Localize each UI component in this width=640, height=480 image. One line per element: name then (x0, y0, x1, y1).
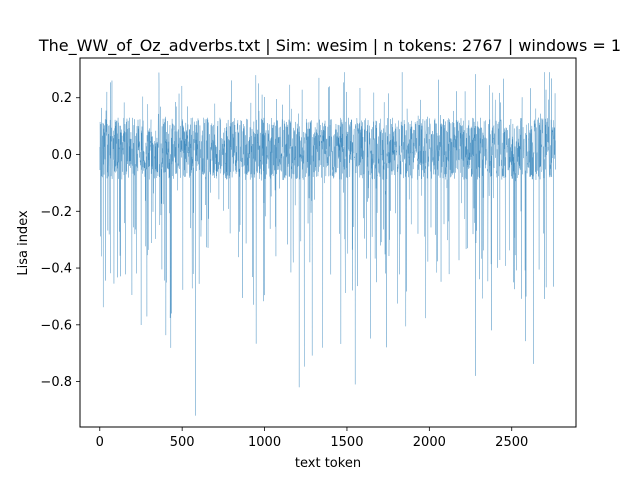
x-tick-label: 1000 (248, 435, 281, 450)
series-line (99, 72, 556, 416)
x-axis-label: text token (295, 456, 361, 471)
y-tick-label: −0.6 (40, 318, 72, 333)
series-lisa-index (99, 72, 556, 416)
y-axis: 0.2 0.0 −0.2 −0.4 −0.6 −0.8 (40, 91, 80, 390)
x-axis: 0 500 1000 1500 2000 2500 (96, 427, 528, 450)
x-tick-label: 0 (96, 435, 104, 450)
x-tick-label: 2500 (495, 435, 528, 450)
y-tick-label: 0.2 (51, 91, 72, 106)
y-tick-label: −0.4 (40, 262, 72, 277)
y-tick-label: −0.2 (40, 205, 72, 220)
y-tick-label: 0.0 (51, 148, 72, 163)
x-tick-label: 2000 (413, 435, 446, 450)
plot-area (79, 57, 577, 428)
x-tick-label: 1500 (330, 435, 363, 450)
y-tick-label: −0.8 (40, 375, 72, 390)
plot-frame (79, 57, 577, 428)
x-tick-label: 500 (170, 435, 195, 450)
y-axis-label: Lisa index (16, 210, 31, 276)
chart-title: The_WW_of_Oz_adverbs.txt | Sim: wesim | … (38, 36, 621, 56)
